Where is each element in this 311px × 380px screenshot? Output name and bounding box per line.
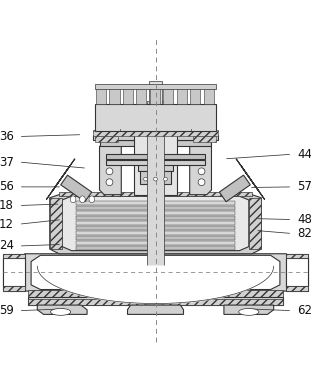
- Bar: [109, 87, 119, 105]
- Polygon shape: [286, 254, 308, 291]
- Polygon shape: [37, 266, 274, 304]
- Bar: [149, 81, 162, 112]
- Bar: [138, 162, 173, 171]
- Bar: [286, 287, 308, 291]
- Ellipse shape: [50, 309, 71, 315]
- Polygon shape: [190, 143, 211, 195]
- Text: 24: 24: [0, 239, 14, 252]
- Polygon shape: [19, 254, 292, 291]
- Bar: [204, 87, 214, 105]
- Ellipse shape: [106, 179, 113, 186]
- Ellipse shape: [154, 177, 157, 181]
- Text: 56: 56: [0, 180, 14, 193]
- Bar: [76, 246, 235, 250]
- Bar: [28, 299, 283, 305]
- Bar: [59, 192, 252, 196]
- Ellipse shape: [198, 168, 205, 175]
- Bar: [95, 84, 216, 89]
- Text: 59: 59: [0, 304, 14, 317]
- Bar: [147, 101, 164, 304]
- Bar: [76, 226, 235, 230]
- Bar: [100, 139, 211, 146]
- Bar: [76, 216, 235, 220]
- Polygon shape: [31, 255, 280, 290]
- Bar: [140, 171, 171, 184]
- Polygon shape: [62, 196, 249, 251]
- Bar: [96, 87, 106, 105]
- Text: 36: 36: [0, 130, 14, 143]
- Bar: [28, 297, 283, 305]
- Bar: [76, 206, 235, 210]
- Text: 57: 57: [297, 180, 311, 193]
- Bar: [95, 136, 118, 142]
- Text: 62: 62: [297, 304, 311, 317]
- Bar: [50, 198, 62, 249]
- Bar: [106, 154, 205, 159]
- Ellipse shape: [80, 196, 85, 203]
- Bar: [76, 231, 235, 235]
- Ellipse shape: [106, 168, 113, 175]
- Polygon shape: [219, 175, 250, 202]
- Bar: [76, 236, 235, 240]
- Ellipse shape: [70, 196, 76, 203]
- Bar: [76, 221, 235, 225]
- Polygon shape: [128, 305, 183, 314]
- Bar: [76, 201, 235, 205]
- Text: 82: 82: [297, 227, 311, 240]
- Bar: [93, 130, 218, 136]
- Bar: [76, 211, 235, 215]
- Text: 44: 44: [297, 148, 311, 161]
- Polygon shape: [61, 175, 92, 202]
- Text: 48: 48: [297, 213, 311, 226]
- Bar: [190, 87, 200, 105]
- Bar: [28, 290, 283, 297]
- Polygon shape: [3, 258, 25, 287]
- Bar: [123, 87, 133, 105]
- Ellipse shape: [164, 177, 167, 181]
- Bar: [3, 287, 25, 291]
- Text: 18: 18: [0, 199, 14, 212]
- Ellipse shape: [198, 179, 205, 186]
- Bar: [93, 135, 218, 140]
- Bar: [106, 160, 205, 165]
- Bar: [136, 87, 146, 105]
- Bar: [95, 105, 216, 131]
- Bar: [3, 254, 25, 258]
- Bar: [286, 254, 308, 258]
- Bar: [193, 136, 216, 142]
- Polygon shape: [37, 305, 87, 314]
- Polygon shape: [50, 195, 261, 254]
- Polygon shape: [46, 159, 75, 200]
- Ellipse shape: [89, 196, 95, 203]
- Polygon shape: [286, 258, 308, 287]
- Bar: [177, 87, 187, 105]
- Polygon shape: [224, 305, 274, 314]
- Text: 37: 37: [0, 155, 14, 168]
- Text: 12: 12: [0, 218, 14, 231]
- Bar: [163, 87, 174, 105]
- Polygon shape: [100, 143, 121, 195]
- Bar: [76, 241, 235, 245]
- Polygon shape: [236, 159, 265, 200]
- Ellipse shape: [239, 309, 259, 315]
- Bar: [134, 133, 177, 195]
- Bar: [249, 198, 261, 249]
- Bar: [150, 87, 160, 105]
- Polygon shape: [3, 254, 25, 291]
- Ellipse shape: [144, 177, 147, 181]
